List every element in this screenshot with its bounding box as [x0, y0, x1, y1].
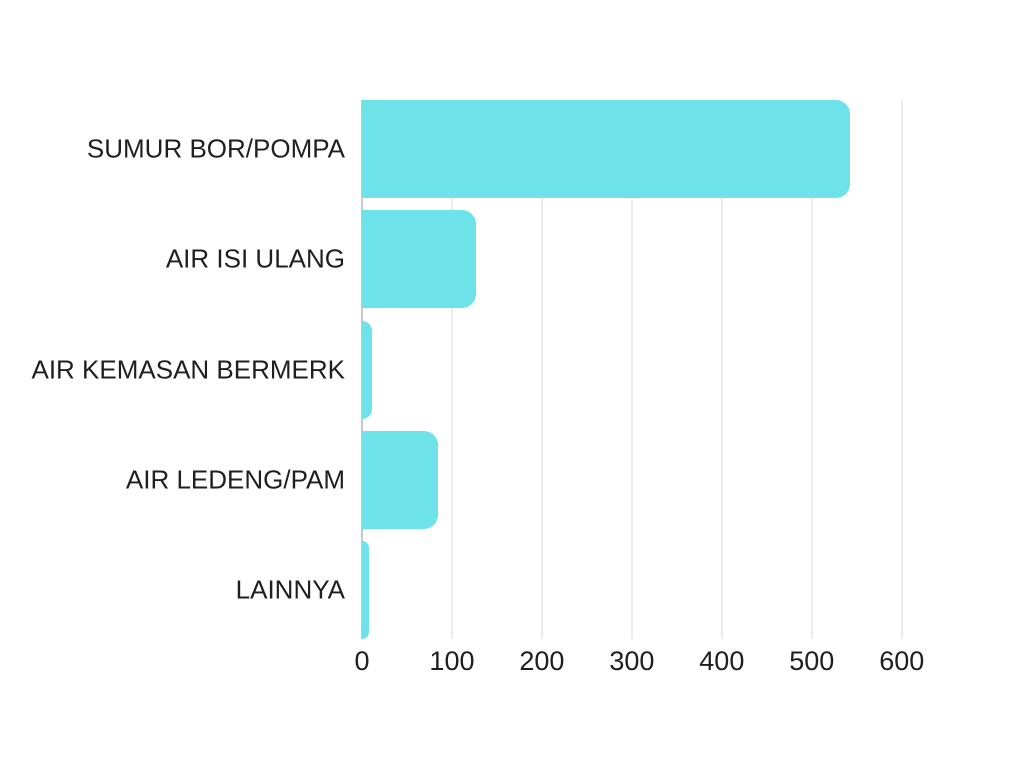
gridline-100 — [450, 100, 453, 639]
gridline-300 — [630, 100, 633, 639]
x-tick-label-100: 100 — [429, 646, 475, 676]
bar-lainnya — [362, 541, 370, 639]
gridline-500 — [810, 100, 813, 639]
category-label-sumur-bor-pompa: SUMUR BOR/POMPA — [86, 133, 345, 164]
bar-air-ledeng-pam — [362, 430, 438, 529]
gridline-600 — [900, 100, 903, 639]
x-tick-label-300: 300 — [609, 646, 655, 676]
x-tick-label-500: 500 — [789, 646, 835, 676]
category-label-lainnya: LAINNYA — [235, 574, 345, 605]
category-label-air-ledeng-pam: AIR LEDENG/PAM — [125, 464, 345, 495]
gridline-400 — [720, 100, 723, 639]
x-tick-label-200: 200 — [519, 646, 565, 676]
x-tick-label-0: 0 — [354, 646, 370, 676]
gridline-200 — [540, 100, 543, 639]
x-tick-label-400: 400 — [699, 646, 745, 676]
category-label-air-kemasan-bermerk: AIR KEMASAN BERMERK — [31, 354, 345, 384]
x-tick-label-600: 600 — [879, 646, 925, 676]
bar-air-isi-ulang — [362, 210, 477, 309]
bar-sumur-bor-pompa — [362, 100, 851, 198]
bar-air-kemasan-bermerk — [362, 320, 372, 419]
category-label-air-isi-ulang: AIR ISI ULANG — [165, 243, 345, 274]
